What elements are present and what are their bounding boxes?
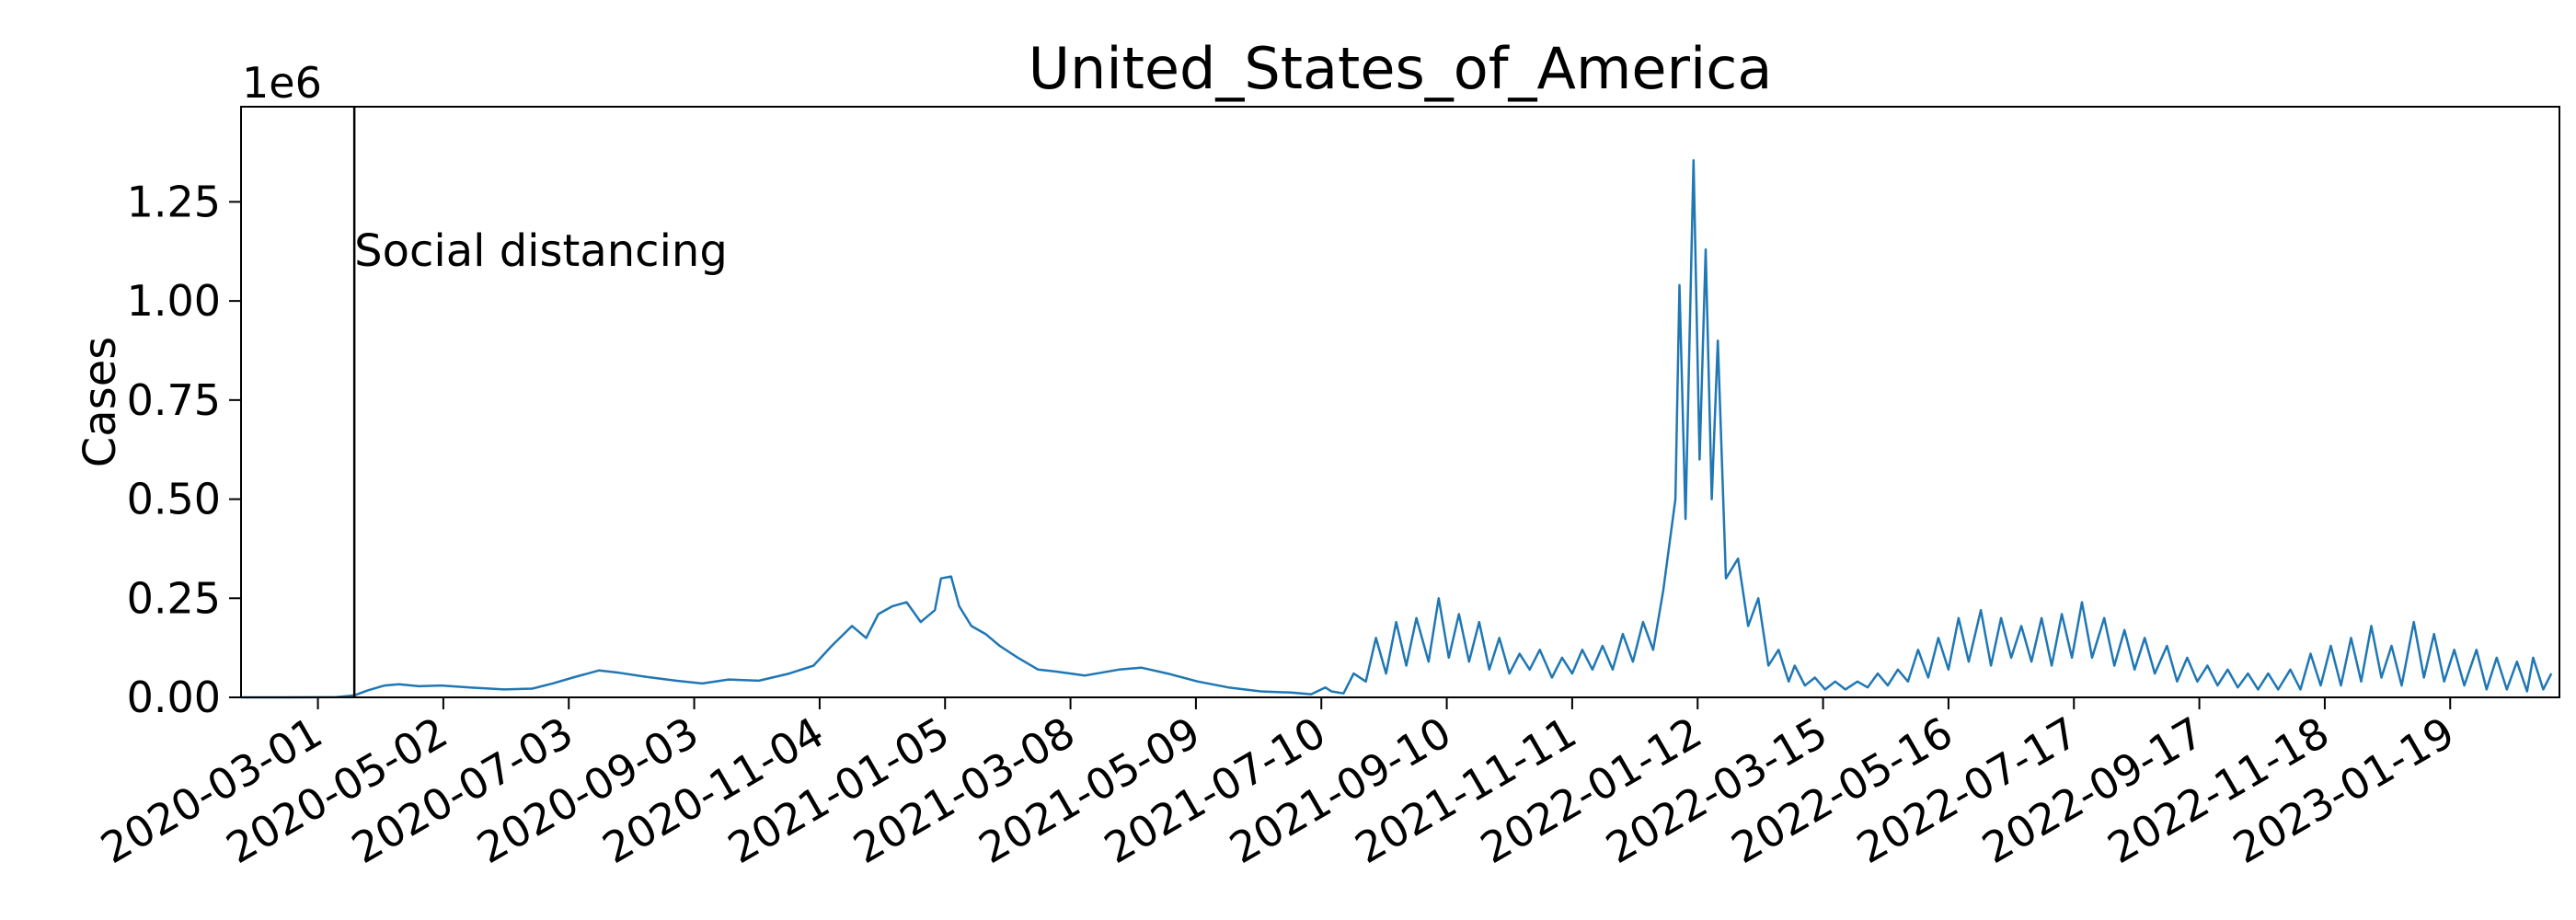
y-offset-label: 1e6 <box>242 58 322 108</box>
annotation-text: Social distancing <box>354 225 728 277</box>
y-axis-label: Cases <box>75 337 126 467</box>
y-tick-label: 0.50 <box>127 475 221 524</box>
chart-title: United_States_of_America <box>1029 35 1773 102</box>
y-tick-label: 1.00 <box>127 276 221 326</box>
y-tick-label: 0.00 <box>127 673 221 722</box>
y-tick-label: 0.75 <box>127 375 221 425</box>
plot-frame <box>240 106 2560 698</box>
data-line <box>241 158 2553 699</box>
y-tick-label: 0.25 <box>127 573 221 623</box>
y-tick-label: 1.25 <box>127 177 221 226</box>
